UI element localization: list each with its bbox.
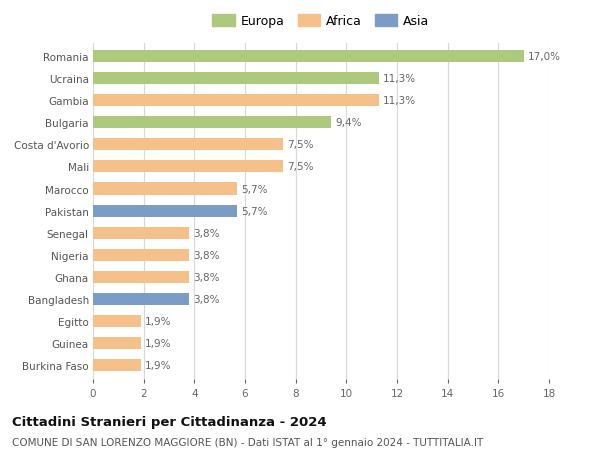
Text: COMUNE DI SAN LORENZO MAGGIORE (BN) - Dati ISTAT al 1° gennaio 2024 - TUTTITALIA: COMUNE DI SAN LORENZO MAGGIORE (BN) - Da…: [12, 437, 483, 447]
Text: Cittadini Stranieri per Cittadinanza - 2024: Cittadini Stranieri per Cittadinanza - 2…: [12, 415, 326, 428]
Text: 3,8%: 3,8%: [193, 272, 220, 282]
Bar: [93, 139, 283, 151]
Text: 3,8%: 3,8%: [193, 250, 220, 260]
Bar: [93, 161, 283, 173]
Bar: [93, 359, 141, 371]
Bar: [93, 249, 189, 261]
Text: 7,5%: 7,5%: [287, 140, 313, 150]
Bar: [93, 293, 189, 305]
Bar: [93, 315, 141, 327]
Bar: [93, 73, 379, 85]
Text: 11,3%: 11,3%: [383, 96, 416, 106]
Text: 1,9%: 1,9%: [145, 360, 172, 370]
Bar: [93, 183, 238, 195]
Text: 17,0%: 17,0%: [527, 52, 560, 62]
Bar: [93, 117, 331, 129]
Bar: [93, 227, 189, 239]
Legend: Europa, Africa, Asia: Europa, Africa, Asia: [210, 13, 432, 31]
Text: 3,8%: 3,8%: [193, 228, 220, 238]
Text: 7,5%: 7,5%: [287, 162, 313, 172]
Text: 1,9%: 1,9%: [145, 316, 172, 326]
Text: 11,3%: 11,3%: [383, 74, 416, 84]
Bar: [93, 271, 189, 283]
Bar: [93, 51, 524, 63]
Text: 9,4%: 9,4%: [335, 118, 361, 128]
Text: 3,8%: 3,8%: [193, 294, 220, 304]
Bar: [93, 95, 379, 107]
Text: 5,7%: 5,7%: [241, 184, 268, 194]
Text: 5,7%: 5,7%: [241, 206, 268, 216]
Text: 1,9%: 1,9%: [145, 338, 172, 348]
Bar: [93, 337, 141, 349]
Bar: [93, 205, 238, 217]
